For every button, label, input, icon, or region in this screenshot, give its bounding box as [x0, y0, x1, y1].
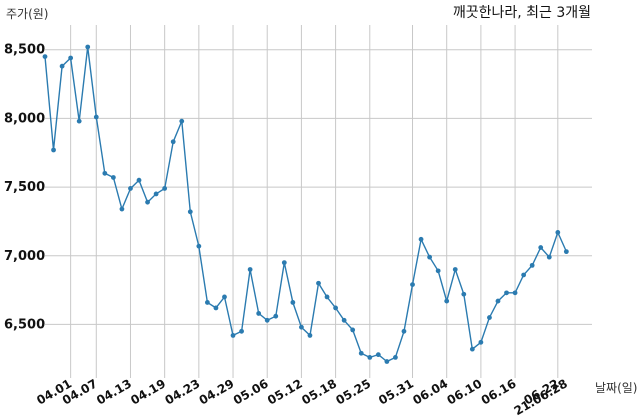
data-point — [299, 324, 304, 330]
data-point — [316, 280, 321, 286]
data-point — [478, 339, 484, 345]
price-series-line — [44, 46, 568, 363]
data-point — [469, 346, 475, 352]
data-point — [410, 282, 415, 287]
x-tick-label: 04.13 — [94, 376, 134, 407]
data-point — [170, 139, 176, 145]
data-point — [427, 254, 433, 260]
data-point — [59, 63, 65, 69]
data-point — [85, 44, 91, 50]
data-point — [444, 298, 450, 304]
x-tick-label: 05.31 — [376, 376, 416, 407]
data-point — [290, 300, 296, 305]
data-point — [51, 147, 56, 153]
x-axis-title: 날짜(일) — [595, 381, 637, 395]
data-point — [538, 245, 544, 250]
data-point — [358, 350, 364, 356]
data-point — [204, 300, 210, 305]
x-tick-label: 04.19 — [128, 376, 168, 407]
data-point — [452, 267, 458, 272]
data-point — [222, 294, 227, 300]
data-point — [504, 290, 509, 296]
data-point — [68, 55, 74, 61]
data-point — [187, 209, 193, 215]
data-point — [495, 298, 501, 304]
data-point — [128, 186, 133, 191]
data-point — [487, 315, 492, 320]
data-point — [145, 199, 150, 205]
data-point — [256, 311, 262, 316]
data-point — [93, 114, 99, 120]
data-point — [375, 352, 381, 358]
data-point — [555, 230, 561, 235]
data-point — [307, 333, 313, 338]
data-point — [162, 186, 168, 191]
x-tick-label: 05.18 — [299, 376, 339, 407]
data-point — [521, 272, 527, 278]
data-point — [384, 359, 390, 364]
x-tick-label: 04.29 — [197, 376, 237, 407]
data-point — [546, 254, 552, 260]
data-point — [247, 267, 253, 272]
data-point — [529, 262, 535, 268]
data-point — [153, 191, 159, 197]
y-tick-label: 8,500 — [4, 43, 45, 58]
x-tick-label: 06.16 — [479, 376, 519, 407]
data-point — [393, 354, 398, 360]
data-point — [213, 305, 219, 311]
data-point — [281, 260, 287, 266]
data-point — [435, 268, 441, 274]
y-axis-title: 주가(원) — [6, 7, 48, 21]
price-series-points — [42, 44, 569, 364]
data-point — [196, 243, 202, 249]
x-tick-label: 06.04 — [410, 376, 450, 407]
x-tick-label: 21.06.28 — [512, 376, 570, 418]
gridlines — [45, 25, 592, 378]
data-point — [230, 333, 236, 338]
data-point — [401, 328, 407, 334]
data-point — [461, 291, 467, 297]
y-tick-label: 8,000 — [4, 111, 45, 126]
data-point — [42, 54, 48, 59]
y-tick-label: 6,500 — [4, 317, 45, 332]
data-point — [333, 305, 338, 311]
data-point — [350, 327, 356, 333]
data-point — [418, 236, 424, 242]
x-tick-label: 06.10 — [445, 376, 485, 407]
data-point — [239, 328, 244, 334]
y-tick-label: 7,000 — [4, 249, 45, 264]
data-point — [512, 290, 518, 296]
y-tick-label: 7,500 — [4, 180, 45, 195]
data-point — [76, 118, 82, 124]
data-point — [110, 175, 116, 180]
data-point — [341, 317, 347, 323]
x-tick-label: 04.23 — [162, 376, 202, 407]
data-point — [563, 249, 569, 255]
x-tick-label: 05.12 — [265, 376, 305, 407]
x-tick-label: 05.25 — [333, 376, 373, 407]
y-axis-ticks: 6,500 7,000 7,500 8,000 8,500 — [4, 43, 45, 333]
data-point — [179, 118, 185, 124]
chart-title: 깨끗한나라, 최근 3개월 — [453, 5, 591, 21]
data-point — [367, 354, 373, 360]
data-point — [102, 170, 108, 176]
data-point — [119, 206, 125, 212]
x-tick-label: 05.06 — [231, 376, 271, 407]
data-point — [136, 177, 142, 183]
data-point — [273, 313, 279, 319]
data-point — [324, 294, 330, 300]
x-axis-ticks: 04.0104.0704.1304.1904.2304.2905.0605.12… — [34, 376, 570, 418]
data-point — [264, 317, 270, 323]
